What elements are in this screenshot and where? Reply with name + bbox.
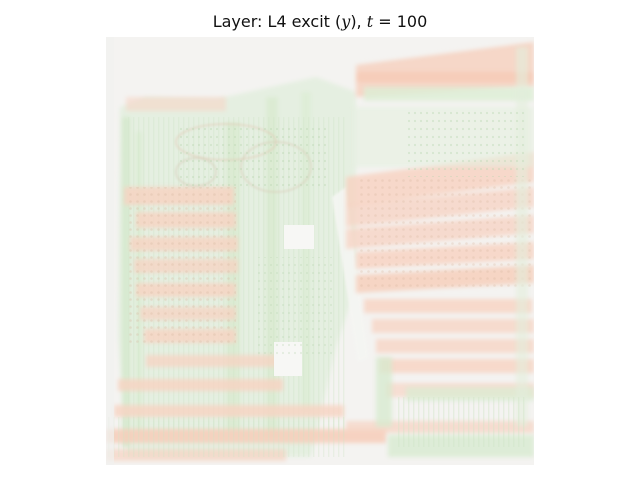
title-time-symbol: t: [366, 12, 374, 31]
activity-heatmap: [106, 37, 534, 465]
title-variable: y: [341, 12, 351, 31]
central-window-upper: [284, 225, 314, 249]
title-prefix: Layer: L4 excit (: [212, 12, 342, 31]
heatmap-image: [106, 37, 534, 465]
figure-title: Layer: L4 excit (y), t = 100: [0, 12, 640, 31]
title-mid: ),: [350, 12, 367, 31]
title-time-value: = 100: [373, 12, 428, 31]
